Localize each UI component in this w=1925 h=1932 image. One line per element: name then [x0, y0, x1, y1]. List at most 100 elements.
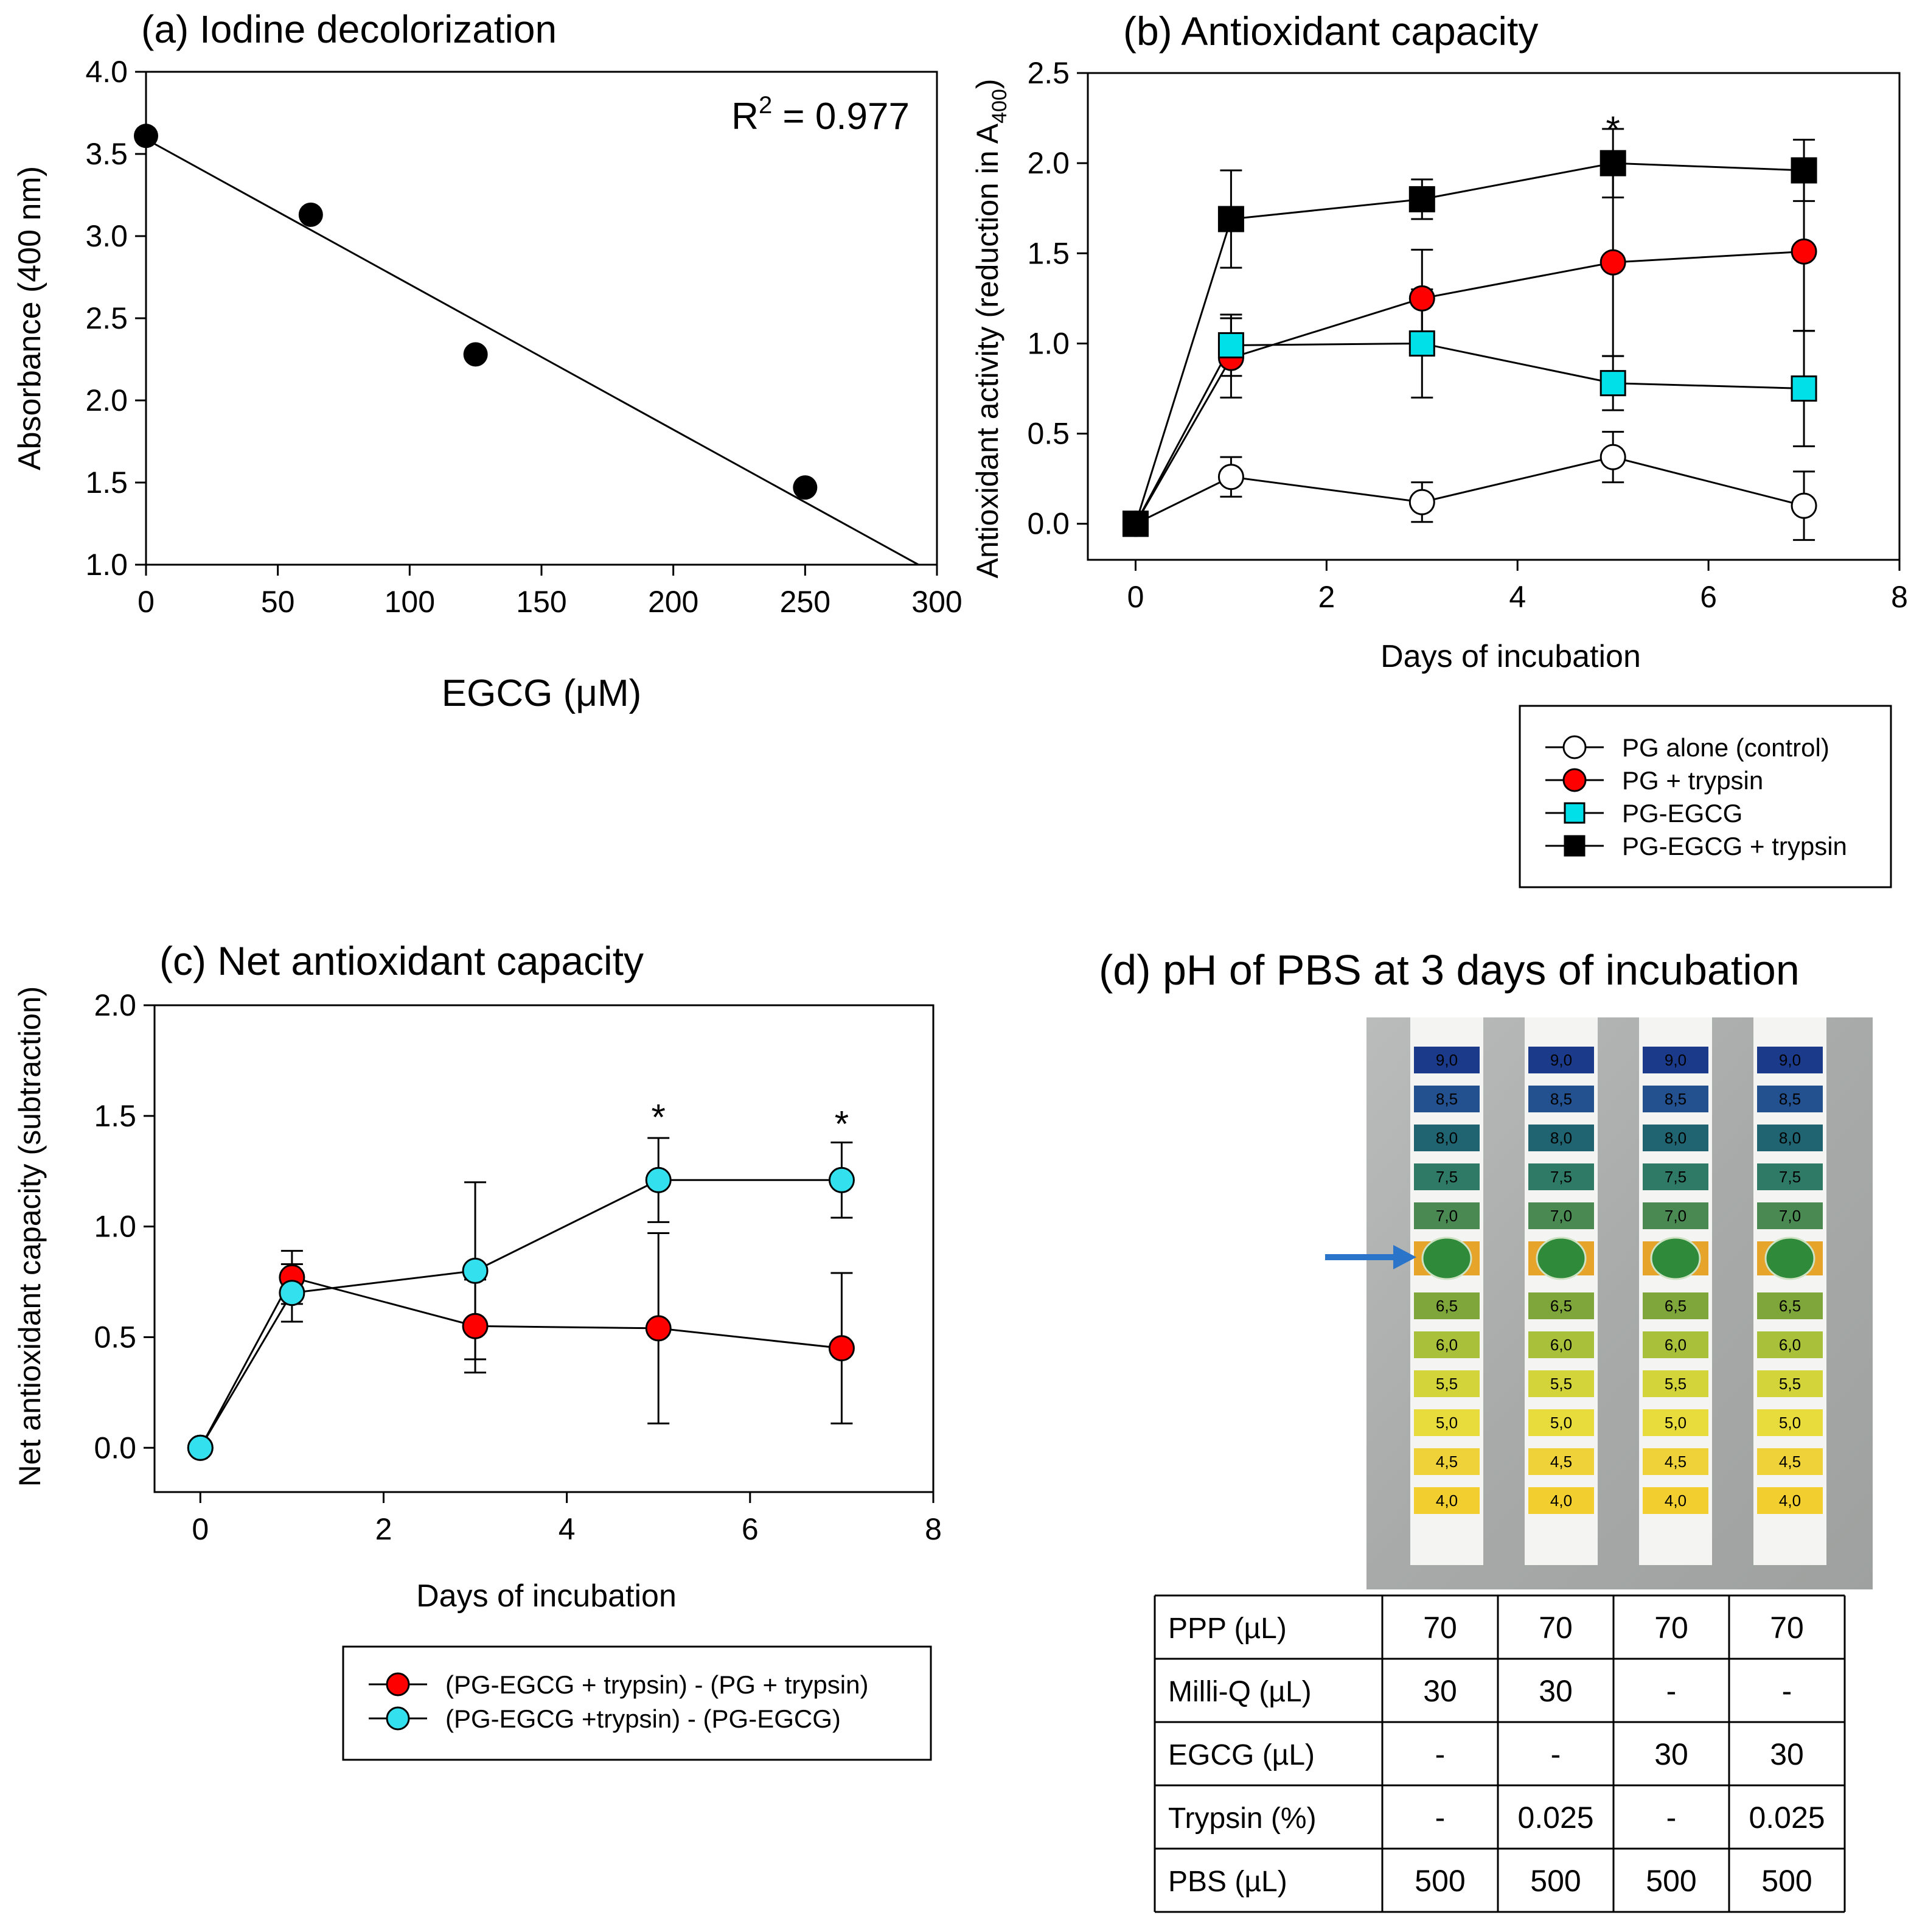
- legend-label: (PG-EGCG +trypsin) - (PG-EGCG): [445, 1704, 841, 1733]
- ph-scale-block: [1643, 1331, 1708, 1358]
- data-point: [645, 1315, 672, 1342]
- ph-scale-block: [1528, 1370, 1594, 1397]
- ph-scale-label: 5,0: [1550, 1414, 1572, 1432]
- table-cell: 0.025: [1517, 1801, 1593, 1835]
- table-cell: -: [1666, 1801, 1677, 1835]
- ph-scale-block: [1757, 1487, 1823, 1514]
- ph-scale-label: 7,5: [1550, 1168, 1572, 1186]
- panel-b-legend-box: [1519, 705, 1892, 888]
- y-tick-label: 1.0: [1027, 326, 1070, 360]
- ph-scale-label: 8,5: [1550, 1090, 1572, 1108]
- data-point: [462, 1313, 489, 1339]
- table-cell: 30: [1654, 1737, 1688, 1771]
- x-tick-label: 0: [138, 585, 155, 619]
- ph-scale-block: [1528, 1125, 1594, 1151]
- ph-scale-block: [1757, 1125, 1823, 1151]
- x-tick-label: 6: [742, 1512, 759, 1546]
- x-tick-label: 300: [911, 585, 962, 619]
- legend-label: PG-EGCG: [1622, 799, 1742, 828]
- ph-scale-block: [1414, 1331, 1480, 1358]
- table-cell: 70: [1423, 1611, 1457, 1645]
- ph-strip: 9,0 8,5 8,0 7,5 7,0 6,5 6,0 5,5 5,0 4,5 4,0: [1639, 1017, 1712, 1565]
- data-point: [1791, 157, 1817, 184]
- panel-c-net-antioxidant-chart: (c) Net antioxidant capacity 0 2 4 6 8 0.0 0.5…: [13, 938, 942, 1761]
- ph-scale-block: [1643, 1448, 1708, 1475]
- ph-sample-spot: [1421, 1236, 1472, 1280]
- table-row: PBS (µL) 500 500 500 500: [1168, 1864, 1812, 1898]
- panel-d-title: (d) pH of PBS at 3 days of incubation: [1099, 946, 1800, 994]
- panel-c-legend: (PG-EGCG + trypsin) - (PG + trypsin) (PG-…: [369, 1670, 868, 1733]
- ph-scale-label: 8,0: [1665, 1129, 1687, 1147]
- data-point: [1122, 511, 1149, 537]
- ph-scale-block: [1757, 1292, 1823, 1319]
- table-cell: 500: [1530, 1864, 1581, 1898]
- series-markers: [187, 1167, 855, 1461]
- panel-b-x-axis-label: Days of incubation: [1380, 639, 1641, 674]
- y-tick-label: 4.0: [85, 55, 128, 89]
- data-point: [298, 202, 323, 227]
- panel-c-annotations: * *: [652, 1097, 849, 1145]
- y-tick-label: 3.5: [85, 137, 128, 171]
- table-cell: -: [1435, 1737, 1446, 1771]
- panel-b-series: [1122, 128, 1817, 541]
- ph-scale-block: [1643, 1202, 1708, 1229]
- ph-scale-block: [1528, 1409, 1594, 1436]
- ph-scale-block: [1757, 1370, 1823, 1397]
- x-tick-label: 150: [516, 585, 566, 619]
- table-cell: 0.025: [1749, 1801, 1825, 1835]
- ph-sample-spot: [1536, 1236, 1587, 1280]
- ph-scale-block: [1643, 1409, 1708, 1436]
- x-tick-label: 8: [1891, 580, 1908, 614]
- ph-scale-label: 8,5: [1436, 1090, 1458, 1108]
- y-tick-label: 2.0: [94, 988, 136, 1022]
- series-markers: [1122, 150, 1817, 537]
- legend-entry: PG-EGCG + trypsin: [1545, 832, 1847, 860]
- data-point: [1217, 332, 1244, 358]
- data-point: [1408, 285, 1435, 312]
- ph-scale-label: 5,0: [1779, 1414, 1801, 1432]
- data-point: [134, 124, 158, 148]
- table-row-label: Trypsin (%): [1168, 1802, 1317, 1835]
- ph-scale-block: [1414, 1047, 1480, 1073]
- ph-scale-block: [1757, 1086, 1823, 1112]
- ph-scale-label: 7,5: [1436, 1168, 1458, 1186]
- panel-c-plot-frame: [153, 1004, 935, 1493]
- panel-a-data-points: [134, 124, 818, 500]
- ph-scale-block: [1643, 1047, 1708, 1073]
- panel-c-x-axis-label: Days of incubation: [416, 1578, 677, 1614]
- ph-sample-spot: [1650, 1236, 1701, 1280]
- data-point: [828, 1335, 855, 1362]
- ph-scale-label: 9,0: [1436, 1051, 1458, 1069]
- ph-scale-block: [1414, 1202, 1480, 1229]
- ph-indicator-arrow: [1325, 1245, 1416, 1269]
- ph-scale-block: [1414, 1370, 1480, 1397]
- ph-scale-block: [1414, 1448, 1480, 1475]
- ph-scale-block: [1528, 1086, 1594, 1112]
- series-lines: [199, 1179, 842, 1449]
- x-tick-label: 8: [925, 1512, 942, 1546]
- table-row-label: PPP (µL): [1168, 1613, 1287, 1645]
- x-tick-label: 2: [375, 1512, 392, 1546]
- ph-scale-block: [1643, 1292, 1708, 1319]
- data-point: [279, 1280, 305, 1306]
- ph-scale-label: 5,5: [1779, 1375, 1801, 1393]
- ph-scale-label: 7,0: [1665, 1207, 1687, 1225]
- ph-scale-block: [1528, 1448, 1594, 1475]
- ph-scale-block: [1528, 1292, 1594, 1319]
- data-point: [1791, 492, 1817, 519]
- y-tick-label: 0.0: [1027, 507, 1070, 541]
- ph-sample-spot: [1764, 1236, 1815, 1280]
- x-tick-label: 0: [1127, 580, 1144, 614]
- legend-entry: PG + trypsin: [1545, 766, 1763, 795]
- panel-c-series: [187, 1137, 855, 1461]
- error-bars: [1220, 128, 1815, 541]
- ph-scale-block: [1414, 1292, 1480, 1319]
- ph-scale-block: [1414, 1409, 1480, 1436]
- ph-scale-block: [1757, 1202, 1823, 1229]
- ph-scale-label: 6,5: [1779, 1297, 1801, 1315]
- data-point: [793, 475, 818, 500]
- legend-entry: (PG-EGCG + trypsin) - (PG + trypsin): [369, 1670, 868, 1699]
- ph-strip-photo: 9,0 8,5 8,0 7,5 7,0 6,5 6,0 5,5 5,0 4,5 4,0 9,0 8,5 8…: [1325, 1017, 1873, 1589]
- y-tick-label: 0.5: [94, 1320, 136, 1354]
- data-point: [1408, 186, 1435, 212]
